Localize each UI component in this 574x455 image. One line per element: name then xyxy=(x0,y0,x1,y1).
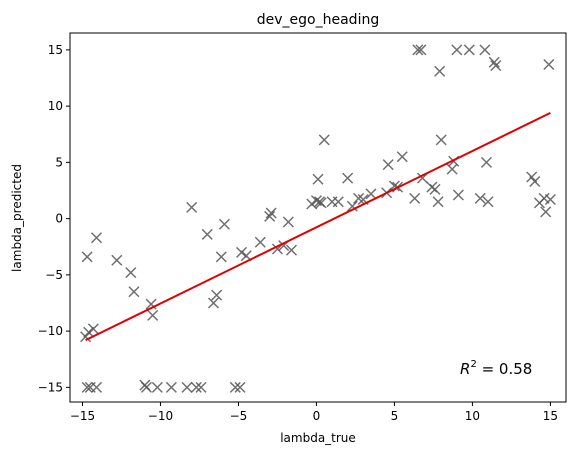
y-axis-label: lambda_predicted xyxy=(10,164,24,272)
data-point xyxy=(140,381,152,393)
data-point xyxy=(435,134,447,146)
data-point xyxy=(306,198,318,210)
r-squared-annotation: R2 = 0.58 xyxy=(460,359,532,378)
x-axis-label: lambda_true xyxy=(280,431,356,445)
data-point xyxy=(382,159,394,171)
x-tick-label: 10 xyxy=(465,409,480,423)
data-point xyxy=(315,197,327,209)
data-point xyxy=(111,254,123,266)
data-point xyxy=(81,251,93,263)
data-point xyxy=(264,210,276,222)
data-point xyxy=(312,173,324,185)
data-point xyxy=(90,232,103,244)
data-point xyxy=(474,192,486,204)
data-point xyxy=(201,228,213,240)
plot-frame xyxy=(69,32,567,403)
x-tick-label: −15 xyxy=(70,409,95,423)
data-point xyxy=(254,236,266,248)
fit-line xyxy=(85,111,551,342)
data-point xyxy=(190,381,202,393)
data-point xyxy=(81,381,93,393)
data-point xyxy=(434,65,446,77)
data-point xyxy=(215,251,227,263)
data-point xyxy=(346,200,358,212)
data-point xyxy=(83,326,95,338)
data-point xyxy=(415,44,427,56)
data-points xyxy=(80,44,556,393)
y-tick-label: 10 xyxy=(48,99,63,113)
data-point xyxy=(195,381,207,393)
data-point xyxy=(388,180,400,192)
data-point xyxy=(332,196,344,208)
data-point xyxy=(285,244,298,256)
data-point xyxy=(429,183,441,195)
data-point xyxy=(207,297,220,309)
data-point xyxy=(544,193,556,206)
data-point xyxy=(151,381,163,393)
data-point xyxy=(186,201,198,213)
data-point xyxy=(234,381,246,393)
r-squared-symbol: R xyxy=(460,360,470,378)
data-point xyxy=(128,286,140,298)
data-point xyxy=(529,175,541,188)
data-point xyxy=(90,381,103,393)
y-tick-label: 15 xyxy=(48,43,63,57)
r-squared-value: = 0.58 xyxy=(477,360,533,378)
data-point xyxy=(282,216,294,228)
data-point xyxy=(488,56,500,68)
x-tick-label: −10 xyxy=(148,409,173,423)
data-point xyxy=(165,381,177,393)
data-point xyxy=(451,44,463,56)
data-point xyxy=(482,196,494,208)
data-point xyxy=(412,44,424,56)
data-point xyxy=(432,196,444,208)
data-point xyxy=(463,44,475,56)
data-point xyxy=(229,381,241,393)
data-point xyxy=(236,246,248,258)
data-point xyxy=(409,192,421,204)
r-squared-exponent: 2 xyxy=(470,359,476,370)
data-point xyxy=(365,188,377,200)
data-point xyxy=(540,206,552,218)
data-point xyxy=(543,58,555,71)
y-tick-label: −15 xyxy=(38,380,63,394)
data-point xyxy=(87,323,99,335)
chart-title: dev_ego_heading xyxy=(257,12,379,28)
data-point xyxy=(490,60,502,72)
axis-ticks: −15 −10 −5 0 5 10 15 −15 −10 −5 0 5 10 15 xyxy=(38,43,558,423)
data-point xyxy=(218,218,230,230)
data-point xyxy=(125,267,137,279)
y-tick-label: −10 xyxy=(38,324,63,338)
data-point xyxy=(265,207,277,219)
data-point xyxy=(147,309,159,321)
x-tick-label: 0 xyxy=(313,409,321,423)
data-point xyxy=(211,289,223,301)
data-point xyxy=(396,151,408,163)
data-point xyxy=(342,172,354,184)
data-point xyxy=(452,189,464,201)
data-point xyxy=(479,44,491,56)
data-point xyxy=(318,134,330,146)
y-tick-label: 0 xyxy=(55,212,63,226)
fit-line-layer xyxy=(85,111,551,342)
data-point xyxy=(480,156,492,168)
y-tick-label: −5 xyxy=(45,268,63,282)
y-tick-label: 5 xyxy=(55,155,63,169)
x-tick-label: −5 xyxy=(230,409,248,423)
x-tick-label: 15 xyxy=(543,409,558,423)
data-point xyxy=(181,381,193,393)
x-tick-label: 5 xyxy=(391,409,399,423)
